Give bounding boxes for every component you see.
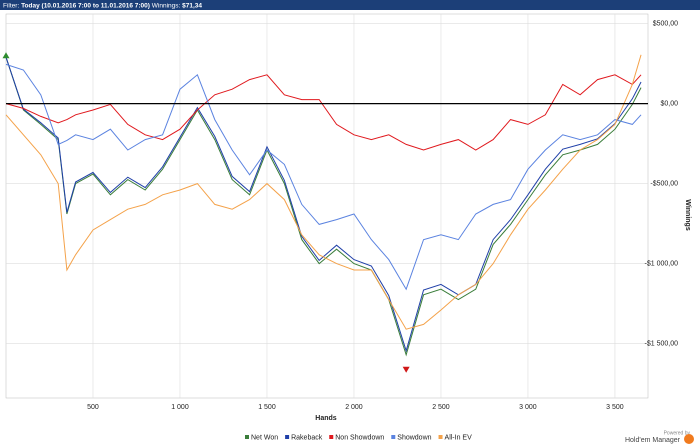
x-tick-label: 3 000 bbox=[519, 404, 537, 411]
header-bar bbox=[0, 0, 700, 10]
x-tick-label: 500 bbox=[87, 404, 99, 411]
series-line bbox=[5, 54, 642, 330]
y-axis-title: Winnings bbox=[684, 199, 691, 231]
x-tick-label: 3 500 bbox=[606, 404, 624, 411]
min-marker bbox=[402, 366, 410, 373]
legend-label: Non Showdown bbox=[335, 434, 384, 441]
legend-label: Net Won bbox=[251, 434, 278, 441]
y-tick-label: $500,00 bbox=[653, 20, 678, 27]
brand-logo bbox=[684, 434, 694, 444]
powered-by: Powered by bbox=[664, 430, 691, 436]
y-tick-label: $0,00 bbox=[660, 100, 678, 107]
filter: Today (10.01.2016 7:00 to 11.01.2016 7:0… bbox=[21, 2, 150, 9]
x-tick-label: 1 000 bbox=[171, 404, 189, 411]
legend-label: Showdown bbox=[397, 434, 431, 441]
header: Filter: Today (10.01.2016 7:00 to 11.01.… bbox=[3, 2, 202, 9]
winnings: $71,34 bbox=[182, 2, 202, 9]
y-tick-label: -$500,00 bbox=[650, 180, 678, 187]
x-axis-title: Hands bbox=[315, 415, 337, 422]
filter-label: Filter: bbox=[3, 2, 19, 9]
winnings-label: Winnings: bbox=[152, 2, 181, 9]
x-tick-label: 2 500 bbox=[432, 404, 450, 411]
legend-label: All-In EV bbox=[445, 434, 473, 441]
legend-swatch bbox=[329, 435, 334, 439]
legend-swatch bbox=[245, 435, 249, 439]
plot-area bbox=[5, 13, 649, 399]
max-marker bbox=[2, 52, 10, 59]
legend-swatch bbox=[285, 435, 290, 439]
brand: Hold'em Manager bbox=[625, 437, 681, 444]
legend-swatch bbox=[438, 435, 443, 439]
x-tick-label: 2 000 bbox=[345, 404, 363, 411]
legend-label: Rakeback bbox=[291, 434, 323, 441]
x-tick-label: 1 500 bbox=[258, 404, 276, 411]
series-line bbox=[5, 57, 642, 357]
y-tick-label: -$1 000,00 bbox=[645, 260, 679, 267]
legend-swatch bbox=[391, 435, 396, 439]
series-line bbox=[5, 63, 642, 291]
y-tick-label: -$1 500,00 bbox=[645, 340, 679, 347]
series-line bbox=[5, 57, 642, 353]
series-line bbox=[5, 74, 642, 151]
